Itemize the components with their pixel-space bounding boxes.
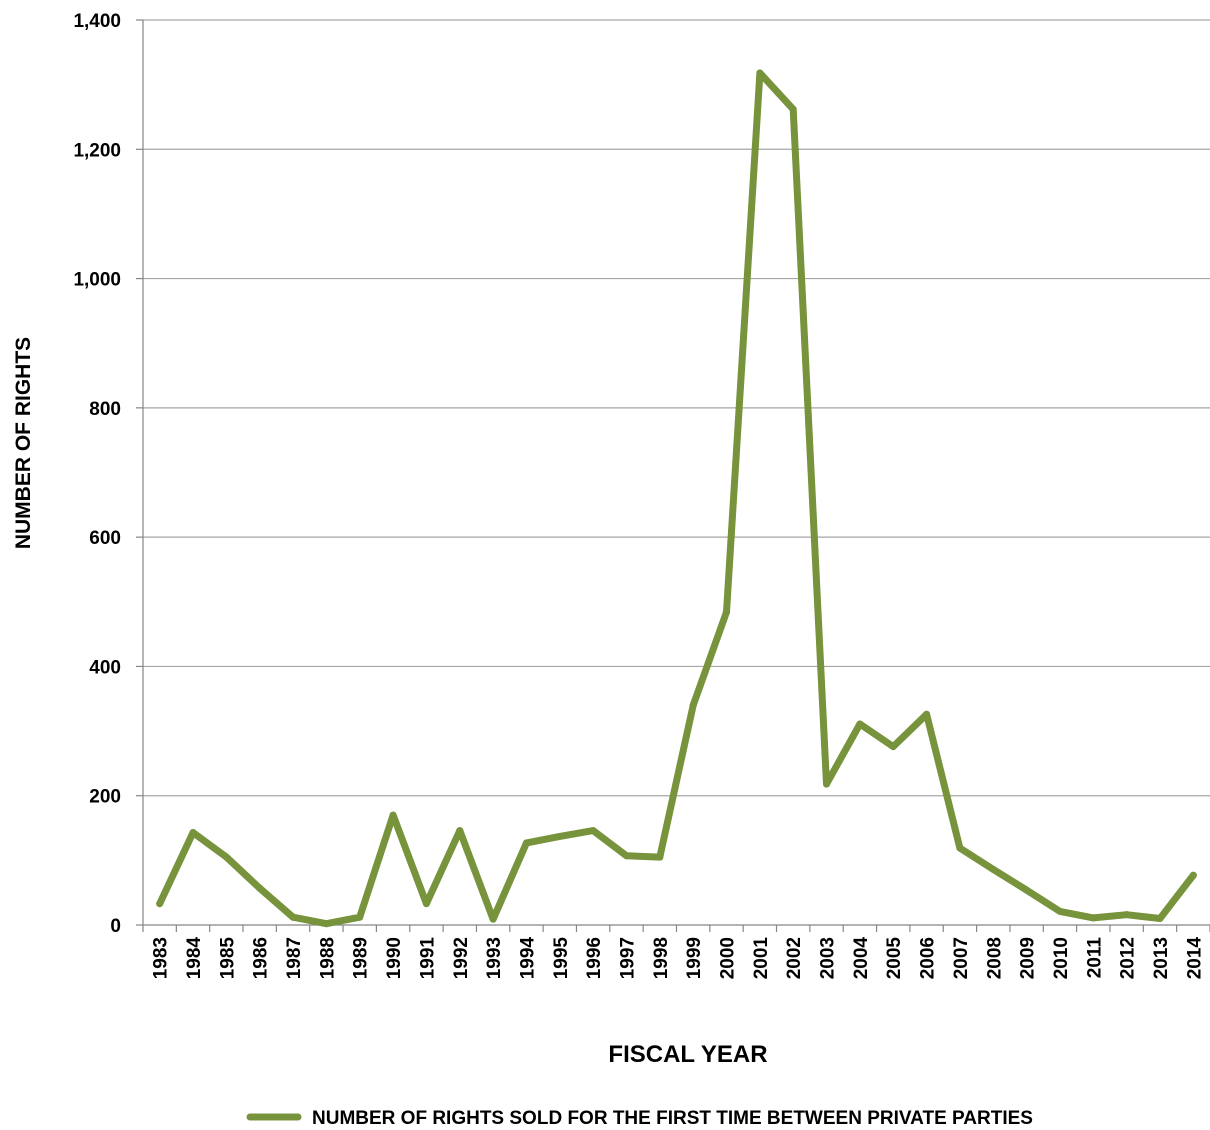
legend: NUMBER OF RIGHTS SOLD FOR THE FIRST TIME… <box>246 1108 1033 1129</box>
data-point <box>1156 915 1164 923</box>
x-tick-label: 1989 <box>351 937 372 979</box>
data-point <box>1089 914 1097 922</box>
x-tick-labels: 1983 1984 1985 1986 1987 1988 1989 1990 1991 1992… <box>151 937 1206 980</box>
data-point <box>923 710 931 718</box>
x-tick-label: 1987 <box>284 937 305 979</box>
data-point <box>489 915 497 923</box>
x-tick-label: 1992 <box>451 937 472 979</box>
data-point <box>823 780 831 788</box>
data-point <box>222 853 230 861</box>
x-tick-label: 2000 <box>718 937 739 979</box>
series-layer <box>156 69 1197 928</box>
x-tick-label: 2004 <box>851 937 872 980</box>
x-tick-label: 1986 <box>251 937 272 979</box>
x-tick-label: 2014 <box>1184 937 1205 980</box>
x-tick-label: 1999 <box>684 937 705 979</box>
x-tick-label: 2008 <box>984 937 1005 979</box>
x-tick-label: 2013 <box>1151 937 1172 979</box>
data-point <box>656 853 664 861</box>
x-tick-label: 1990 <box>384 937 405 979</box>
y-tick-label: 1,000 <box>73 270 121 291</box>
series-line <box>156 69 1197 928</box>
data-point <box>322 920 330 928</box>
data-point <box>156 900 164 908</box>
data-point <box>723 608 731 616</box>
x-tick-label: 1991 <box>417 937 438 980</box>
y-tick-label: 1,200 <box>73 140 121 161</box>
data-point <box>356 913 364 921</box>
data-point <box>789 105 797 113</box>
x-tick-label: 1998 <box>651 937 672 979</box>
y-tick-label: 200 <box>89 787 121 808</box>
y-tick-label: 600 <box>89 528 121 549</box>
data-point <box>456 827 464 835</box>
y-tick-label: 0 <box>110 916 121 937</box>
legend-label: NUMBER OF RIGHTS SOLD FOR THE FIRST TIME… <box>312 1108 1033 1129</box>
y-tick-label: 800 <box>89 399 121 420</box>
x-tick-label: 1984 <box>184 937 205 980</box>
x-tick-label: 1995 <box>551 937 572 980</box>
x-tick-label: 2009 <box>1018 937 1039 979</box>
x-tick-label: 2011 <box>1084 937 1105 979</box>
x-tick-label: 1985 <box>217 937 238 980</box>
data-point <box>689 701 697 709</box>
data-point <box>1056 907 1064 915</box>
x-tick-label: 2010 <box>1051 937 1072 979</box>
data-point <box>989 865 997 873</box>
data-point <box>756 69 764 77</box>
data-point <box>856 720 864 728</box>
x-tick-label: 1988 <box>317 937 338 979</box>
x-tick-label: 1994 <box>517 937 538 980</box>
y-tick-label: 400 <box>89 657 121 678</box>
data-point <box>522 839 530 847</box>
y-axis-title: NUMBER OF RIGHTS <box>12 337 35 549</box>
x-tick-label: 1993 <box>484 937 505 979</box>
data-point <box>289 913 297 921</box>
data-point <box>389 811 397 819</box>
x-tick-label: 2005 <box>884 937 905 980</box>
data-point <box>622 852 630 860</box>
data-point <box>589 827 597 835</box>
y-tick-labels: 0 200 400 600 800 1,000 1,200 1,400 <box>73 11 121 937</box>
data-point <box>956 844 964 852</box>
data-point <box>256 884 264 892</box>
x-tick-label: 2002 <box>784 937 805 979</box>
gridlines <box>143 19 1210 797</box>
y-tick-label: 1,400 <box>73 11 121 32</box>
data-point <box>1123 911 1131 919</box>
x-tick-label: 2012 <box>1118 937 1139 979</box>
data-point <box>1023 886 1031 894</box>
x-tick-label: 1983 <box>151 937 172 979</box>
x-tick-label: 2007 <box>951 937 972 979</box>
x-tick-label: 1996 <box>584 937 605 979</box>
x-tick-label: 2006 <box>918 937 939 979</box>
data-point <box>889 743 897 751</box>
x-axis-title: FISCAL YEAR <box>608 1041 767 1068</box>
x-tick-label: 2003 <box>818 937 839 979</box>
x-tick-label: 1997 <box>617 937 638 979</box>
data-point <box>189 829 197 837</box>
data-point <box>556 832 564 840</box>
data-point <box>1189 871 1197 879</box>
x-tick-label: 2001 <box>751 937 772 980</box>
data-point <box>422 900 430 908</box>
